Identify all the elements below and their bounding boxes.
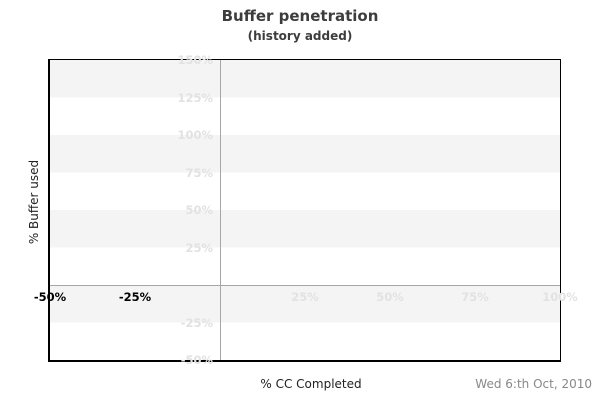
y-tick-label: -50% [180, 353, 213, 367]
y-tick-label: 25% [185, 240, 213, 255]
plot-area: 150% 125% 100% 75% 50% 25% -25% -50% -50% -25% 25… [34, 53, 578, 367]
y-tick-label: 50% [185, 203, 213, 217]
chart-subtitle: (history added) [247, 29, 353, 43]
y-zero-gridline [50, 285, 560, 286]
y-tick-label: 100% [177, 128, 213, 142]
x-tick-label: 100% [542, 290, 578, 304]
chart-title: Buffer penetration [221, 7, 379, 25]
y-tick-label: 75% [185, 165, 213, 180]
y-tick-label: -25% [180, 315, 213, 330]
y-tick-label: 125% [177, 90, 213, 105]
x-tick-label: 25% [291, 290, 319, 304]
x-tick-label: 75% [461, 290, 489, 304]
date-label: Wed 6:th Oct, 2010 [475, 377, 592, 391]
x-zero-gridline [220, 60, 221, 360]
y-axis-title: % Buffer used [27, 159, 41, 245]
x-tick-label: -25% [118, 290, 152, 304]
x-tick-label: 50% [376, 290, 404, 304]
y-tick-label: 150% [177, 53, 213, 67]
x-axis-title: % CC Completed [260, 377, 362, 391]
x-tick-label: -50% [33, 290, 67, 304]
